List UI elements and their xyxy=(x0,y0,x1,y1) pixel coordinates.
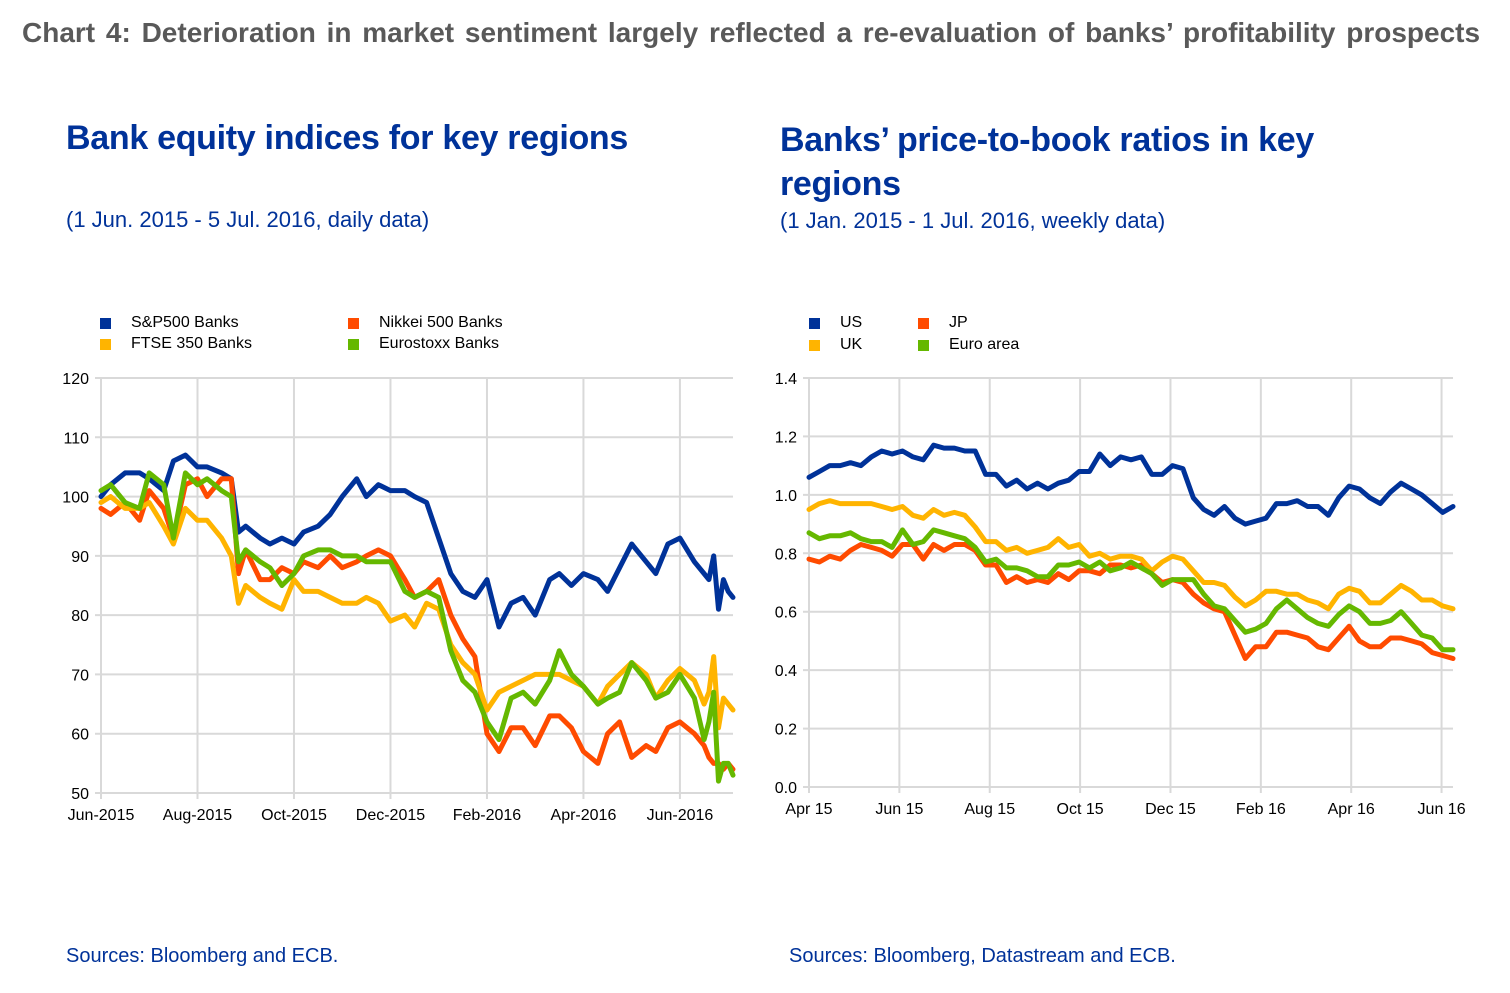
y-tick-label: 110 xyxy=(63,430,89,447)
series-line-uk xyxy=(806,498,1456,612)
right-source-note: Sources: Bloomberg, Datastream and ECB. xyxy=(789,945,1176,967)
x-tick-label: Aug-2015 xyxy=(163,807,232,824)
legend-label-eurostoxx: Eurostoxx Banks xyxy=(379,335,500,352)
legend-label-nikkei: Nikkei 500 Banks xyxy=(379,314,503,331)
x-tick-label: Feb 16 xyxy=(1236,801,1286,818)
legend-swatch-uk xyxy=(809,340,820,351)
series-line-jp xyxy=(806,542,1456,661)
right-panel-title: Banks’ price-to-book ratios in key regio… xyxy=(780,121,1314,203)
y-tick-label: 80 xyxy=(71,608,89,625)
series-line-ftse-350-banks xyxy=(98,494,736,731)
x-tick-label: Apr 16 xyxy=(1328,801,1375,818)
legend-label-jp: JP xyxy=(949,314,968,331)
legend-swatch-ftse xyxy=(100,339,111,350)
y-tick-label: 70 xyxy=(71,667,89,684)
left-panel-title: Bank equity indices for key regions xyxy=(66,119,629,157)
legend-swatch-eurostoxx xyxy=(348,339,359,350)
series-line-euro-area xyxy=(806,527,1456,653)
y-tick-label: 50 xyxy=(71,786,89,803)
y-tick-label: 1.4 xyxy=(775,371,797,388)
y-tick-label: 1.0 xyxy=(775,488,797,505)
y-tick-label: 0.6 xyxy=(775,605,797,622)
y-tick-label: 0.2 xyxy=(775,722,797,739)
legend-swatch-euro xyxy=(918,340,929,351)
series-line-s-p500-banks xyxy=(98,452,736,630)
x-tick-label: Jun-2016 xyxy=(647,807,714,824)
y-tick-label: 100 xyxy=(62,490,89,507)
series-line-us xyxy=(806,442,1456,527)
x-tick-label: Jun 15 xyxy=(875,801,923,818)
y-tick-label: 60 xyxy=(71,727,89,744)
left-source-note: Sources: Bloomberg and ECB. xyxy=(66,945,339,967)
right-panel-subtitle: (1 Jan. 2015 - 1 Jul. 2016, weekly data) xyxy=(780,208,1166,233)
x-tick-label: Oct-2015 xyxy=(261,807,327,824)
legend-swatch-us xyxy=(809,318,820,329)
x-tick-label: Oct 15 xyxy=(1057,801,1104,818)
x-tick-label: Aug 15 xyxy=(964,801,1015,818)
equity-indices-chart: 50 60 70 80 90 100 110 120 Jun-2015 Aug-2015 Oct-2… xyxy=(62,371,736,824)
legend-label-ftse: FTSE 350 Banks xyxy=(131,335,252,352)
legend-swatch-nikkei xyxy=(348,318,359,329)
legend-label-us: US xyxy=(840,314,863,331)
legend-label-uk: UK xyxy=(840,336,863,353)
legend-label-sp500: S&P500 Banks xyxy=(131,314,239,331)
legend-swatch-sp500 xyxy=(100,318,111,329)
y-tick-label: 120 xyxy=(62,371,89,388)
x-tick-label: Feb-2016 xyxy=(453,807,522,824)
legend-label-euro: Euro area xyxy=(949,336,1020,353)
x-tick-label: Dec 15 xyxy=(1145,801,1196,818)
y-tick-label: 90 xyxy=(71,549,89,566)
legend-swatch-jp xyxy=(918,318,929,329)
y-tick-label: 0.4 xyxy=(775,663,797,680)
x-tick-label: Apr 15 xyxy=(785,801,832,818)
x-tick-label: Jun 16 xyxy=(1418,801,1466,818)
x-tick-label: Apr-2016 xyxy=(551,807,617,824)
chart-main-title: Chart 4: Deterioration in market sentime… xyxy=(22,17,1481,48)
y-tick-label: 1.2 xyxy=(775,429,797,446)
x-tick-label: Jun-2015 xyxy=(68,807,135,824)
y-tick-label: 0.0 xyxy=(775,780,797,797)
x-tick-label: Dec-2015 xyxy=(356,807,425,824)
series-line-eurostoxx-banks xyxy=(98,470,736,784)
price-to-book-chart: 0.0 0.2 0.4 0.6 0.8 1.0 1.2 1.4 Apr 15 Jun 15 Aug … xyxy=(775,371,1466,818)
y-tick-label: 0.8 xyxy=(775,546,797,563)
left-panel-subtitle: (1 Jun. 2015 - 5 Jul. 2016, daily data) xyxy=(66,207,430,232)
